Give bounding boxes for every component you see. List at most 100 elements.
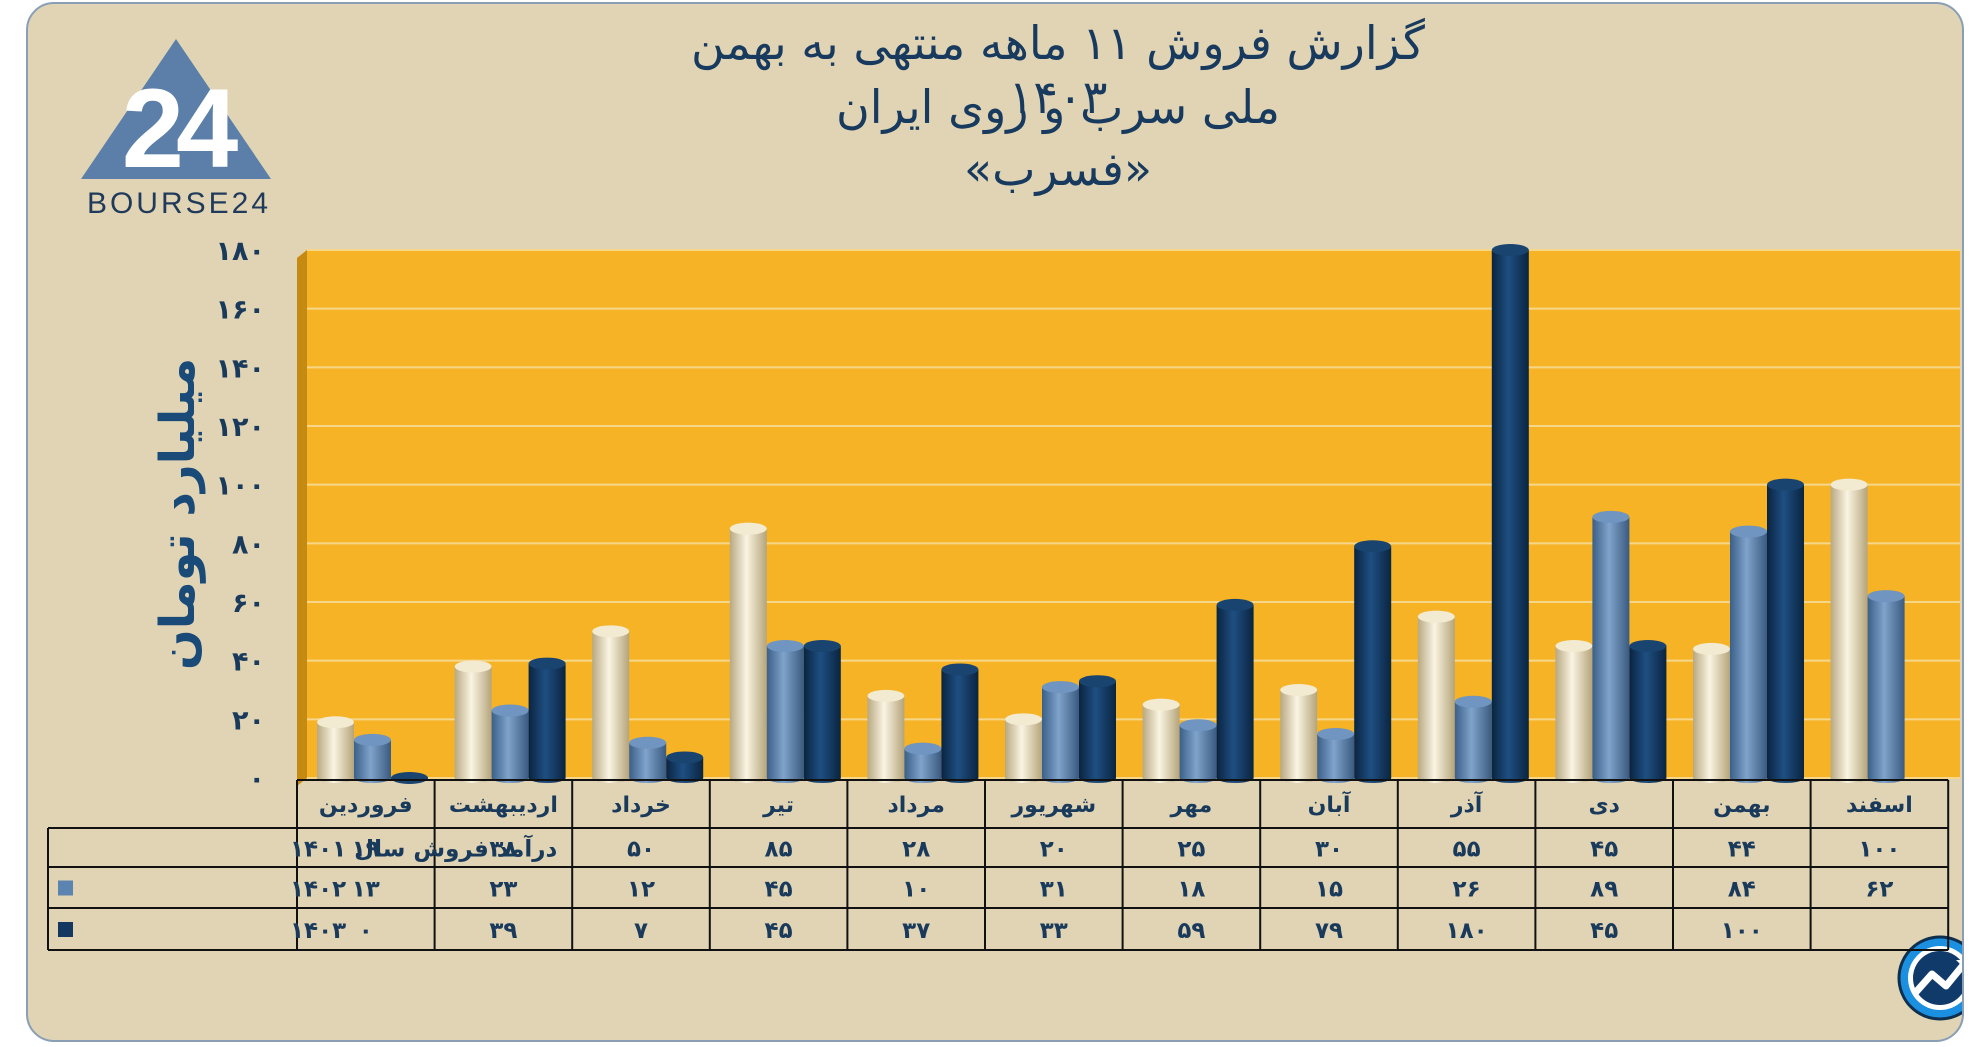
- bar-body: [729, 528, 767, 778]
- bar-cap: [528, 657, 566, 670]
- bar: [1629, 640, 1667, 783]
- bar: [454, 660, 492, 783]
- bar-cap: [1555, 640, 1593, 652]
- data-label: ۴۴: [1728, 837, 1756, 863]
- bar-base: [317, 773, 354, 783]
- bar-base: [1042, 773, 1079, 783]
- x-tick-label: تیر: [762, 793, 794, 818]
- data-label: ۴۵: [765, 877, 793, 903]
- bar-body: [1767, 484, 1804, 778]
- y-tick-label: ۱۸۰: [216, 236, 265, 267]
- bar-base: [941, 773, 979, 783]
- bar-base: [1317, 773, 1355, 783]
- data-label: ۲۰: [1040, 837, 1068, 863]
- x-tick-label: آبان: [1308, 790, 1351, 818]
- bar-body: [528, 663, 566, 778]
- x-tick-label: شهریور: [1011, 793, 1097, 818]
- data-label: ۱۰۰: [1721, 918, 1763, 944]
- data-label: ۲۶: [1453, 877, 1481, 903]
- bar-base: [1354, 773, 1392, 783]
- bar: [528, 657, 566, 783]
- data-label: ۱۸۰: [1446, 918, 1488, 944]
- bar: [867, 689, 905, 783]
- data-label: ۱۲: [627, 877, 655, 903]
- bar-cap: [491, 704, 529, 717]
- bar: [1454, 695, 1492, 783]
- bar: [629, 736, 667, 783]
- bar-cap: [454, 660, 492, 673]
- bar: [391, 772, 428, 784]
- bar-body: [1592, 516, 1630, 778]
- legend-key: [58, 922, 73, 937]
- bar: [592, 625, 630, 783]
- y-tick-label: ۶۰: [232, 588, 265, 619]
- data-label: ۳۷: [902, 918, 930, 944]
- bar-cap: [1042, 681, 1079, 694]
- bar: [1005, 713, 1042, 783]
- bar-body: [803, 646, 841, 778]
- bar-body: [1417, 616, 1455, 778]
- y-tick-label: ۸۰: [232, 529, 265, 560]
- bar-cap: [941, 663, 979, 676]
- legend-label: درآمد فروش سال ۱۴۰۱: [290, 834, 557, 863]
- bar-base: [1767, 773, 1804, 783]
- data-label: ۱۸: [1177, 877, 1205, 903]
- data-label: ۳۸: [489, 837, 517, 863]
- gridlines: [307, 249, 1960, 779]
- bar-base: [491, 773, 529, 783]
- bar-body: [1454, 701, 1492, 778]
- bar-base: [1491, 773, 1529, 783]
- bar: [766, 640, 804, 783]
- bar-base: [354, 773, 391, 783]
- bar-base: [1830, 773, 1868, 783]
- bar-cap: [1730, 525, 1767, 538]
- bar-body: [1005, 719, 1042, 778]
- bar-base: [1280, 773, 1318, 783]
- bar-base: [803, 773, 841, 783]
- bar-cap: [666, 751, 704, 764]
- trend-up-circle-icon[interactable]: [1896, 934, 1964, 1022]
- data-label: ۳۳: [1040, 918, 1068, 944]
- x-tick-label: آذر: [1450, 790, 1483, 818]
- bar: [491, 704, 529, 783]
- bar-cap: [729, 522, 767, 535]
- bar-body: [1079, 681, 1116, 778]
- bar: [317, 716, 354, 783]
- bar-base: [1179, 773, 1217, 783]
- data-label: ۱۵: [1315, 877, 1343, 903]
- x-tick-label: مهر: [1169, 793, 1212, 818]
- bar-base: [1454, 773, 1492, 783]
- bar: [1280, 684, 1318, 783]
- data-label: ۸۵: [765, 837, 793, 863]
- legend-label: ۱۴۰۲: [290, 877, 346, 903]
- bar-cap: [592, 625, 630, 638]
- bar-body: [491, 710, 529, 778]
- logo-mark: 24: [122, 66, 238, 191]
- bar: [1830, 478, 1868, 783]
- bar: [1142, 698, 1180, 783]
- x-tick-label: خرداد: [611, 793, 671, 818]
- data-label: ۱۹: [352, 837, 380, 863]
- bar-body: [1354, 546, 1392, 778]
- data-label: ۷: [634, 918, 648, 944]
- bar-base: [1079, 773, 1116, 783]
- bar: [1592, 510, 1630, 783]
- data-label: ۵۹: [1177, 918, 1205, 944]
- bar-base: [1693, 773, 1730, 783]
- bar-body: [1179, 725, 1217, 778]
- data-label: ۵۰: [627, 837, 655, 863]
- bar-base: [1142, 773, 1180, 783]
- bar-base: [1867, 773, 1905, 783]
- bar: [729, 522, 767, 783]
- y-tick-label: ۰: [249, 764, 265, 795]
- legend-label: ۱۴۰۳: [290, 918, 346, 944]
- bar: [1042, 681, 1079, 783]
- bar-cap: [904, 742, 942, 755]
- bar: [1555, 640, 1593, 783]
- chart-title-line-3: «فسرب»: [964, 142, 1152, 196]
- bar-cap: [1005, 713, 1042, 726]
- bar-body: [354, 739, 391, 778]
- bar: [1354, 540, 1392, 783]
- bar-cap: [1179, 719, 1217, 732]
- bar-cap: [766, 640, 804, 652]
